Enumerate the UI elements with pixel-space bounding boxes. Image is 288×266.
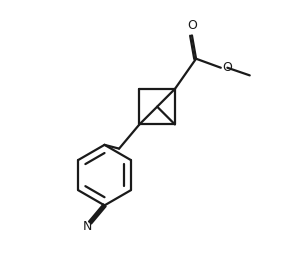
Text: N: N	[82, 220, 92, 233]
Text: O: O	[222, 61, 232, 74]
Text: O: O	[187, 19, 197, 32]
